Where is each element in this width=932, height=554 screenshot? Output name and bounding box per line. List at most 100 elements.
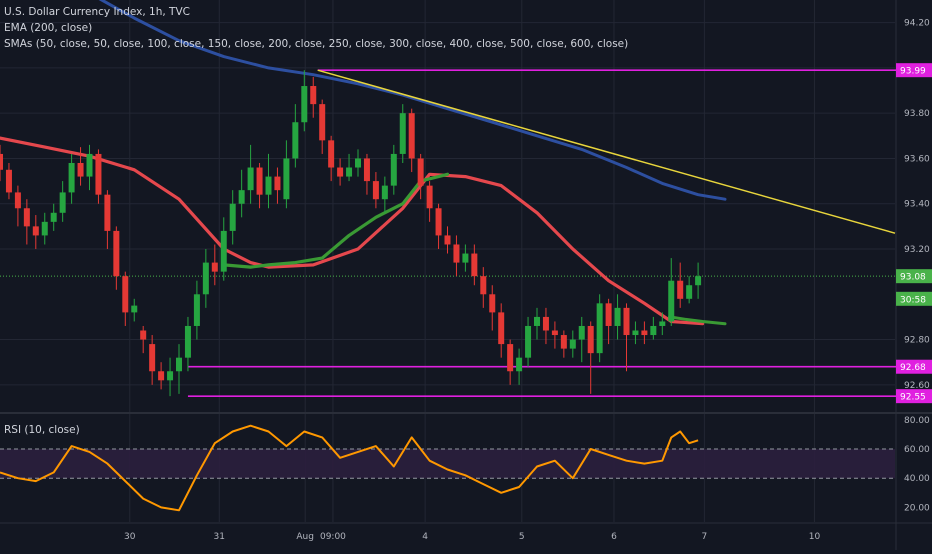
- time-axis[interactable]: 30 31 Aug 09:00 4 5 6 7 10: [124, 532, 820, 542]
- candle-body: [247, 167, 254, 191]
- rsi-tick-label: 60.00: [904, 445, 930, 455]
- price-label-tag[interactable]: 93.08: [896, 269, 932, 284]
- candle: [534, 307, 540, 340]
- sma-legend[interactable]: SMAs (50, close, 50, close, 100, close, …: [4, 38, 629, 50]
- candle-body: [516, 357, 523, 372]
- candle-body: [113, 230, 120, 277]
- candle-body: [471, 253, 478, 277]
- price-tick-label: 92.80: [904, 336, 930, 346]
- candle-body: [498, 312, 505, 345]
- price-label-tag[interactable]: 92.55: [896, 389, 932, 404]
- candle: [525, 316, 532, 367]
- candle-body: [211, 262, 218, 272]
- candle: [444, 226, 451, 254]
- candle-body: [131, 305, 138, 313]
- candle-body: [587, 325, 594, 354]
- candle-body: [176, 357, 182, 372]
- candle-body: [435, 208, 442, 236]
- candle-body: [59, 192, 66, 213]
- candle-body: [355, 158, 361, 168]
- price-tick-label: 93.40: [904, 200, 930, 210]
- ema-200-line: [98, 0, 727, 201]
- candle-body: [193, 294, 200, 326]
- time-tick-label: 31: [214, 532, 225, 542]
- candle: [578, 316, 585, 363]
- candle-body: [86, 153, 93, 177]
- candle-body: [462, 253, 469, 263]
- candle-body: [220, 230, 227, 272]
- candle: [283, 140, 290, 209]
- candle: [498, 303, 505, 358]
- price-axis[interactable]: 94.2094.0093.8093.6093.4093.2092.8092.60…: [896, 19, 932, 514]
- trendline-line[interactable]: [317, 69, 896, 234]
- candle-body: [337, 167, 344, 177]
- time-tick-label: 09:00: [320, 532, 346, 542]
- candle: [140, 325, 147, 354]
- price-label-text: 92.55: [900, 393, 926, 403]
- price-label-box: [896, 291, 932, 306]
- candle: [167, 357, 174, 397]
- candle: [193, 280, 200, 340]
- price-label-tag[interactable]: 93.99: [896, 63, 932, 78]
- candle-body: [417, 158, 424, 186]
- chart-title[interactable]: U.S. Dollar Currency Index, 1h, TVC: [4, 6, 190, 18]
- candle: [86, 144, 93, 191]
- ema-legend[interactable]: EMA (200, close): [4, 22, 93, 34]
- candle-body: [122, 276, 129, 313]
- rsi-band: [0, 449, 895, 479]
- moving-average-lines: [0, 0, 727, 326]
- candle: [569, 330, 576, 358]
- candle: [686, 276, 693, 304]
- price-label-tag[interactable]: 30:58: [896, 291, 932, 306]
- candle: [516, 348, 523, 385]
- time-tick-label: 4: [422, 532, 428, 542]
- candle: [77, 147, 84, 186]
- price-tick-label: 94.20: [904, 19, 930, 29]
- time-tick-label: 5: [519, 532, 525, 542]
- candle-body: [542, 316, 549, 331]
- rsi-legend[interactable]: RSI (10, close): [4, 424, 80, 436]
- price-label-text: 93.99: [900, 67, 926, 77]
- time-tick-label: 10: [809, 532, 821, 542]
- candle: [346, 153, 353, 182]
- candle: [381, 176, 388, 213]
- candle: [560, 330, 567, 358]
- candle-body: [14, 192, 21, 209]
- candle: [390, 144, 397, 195]
- candle-body: [569, 339, 576, 349]
- time-tick-label: 7: [701, 532, 707, 542]
- candle-body: [32, 226, 39, 236]
- horizontal-levels[interactable]: [0, 69, 896, 397]
- candle-body: [158, 371, 165, 381]
- candle-body: [408, 113, 415, 159]
- candle: [14, 185, 21, 227]
- candle: [677, 262, 684, 308]
- candle: [131, 298, 138, 322]
- candle-body: [632, 330, 639, 336]
- candle: [5, 162, 12, 200]
- candle: [59, 181, 66, 222]
- candle: [695, 262, 702, 299]
- candle: [301, 70, 308, 132]
- candle-body: [5, 169, 12, 193]
- candle: [229, 190, 236, 245]
- price-label-box: [896, 269, 932, 284]
- candle-body: [229, 203, 236, 231]
- candle-body: [641, 330, 648, 336]
- price-tick-label: 93.80: [904, 109, 930, 119]
- candle: [587, 321, 594, 394]
- candle: [363, 153, 370, 195]
- price-label-text: 93.08: [900, 273, 926, 283]
- candle-body: [677, 280, 684, 299]
- candle: [23, 199, 30, 245]
- price-label-tag[interactable]: 92.68: [896, 359, 932, 374]
- candle: [256, 162, 263, 209]
- candle-body: [319, 104, 326, 141]
- candle-body: [149, 344, 156, 372]
- candle: [274, 167, 281, 204]
- trendline[interactable]: [317, 69, 896, 234]
- candle: [113, 226, 120, 290]
- candle-body: [605, 303, 612, 326]
- candle-body: [283, 158, 290, 200]
